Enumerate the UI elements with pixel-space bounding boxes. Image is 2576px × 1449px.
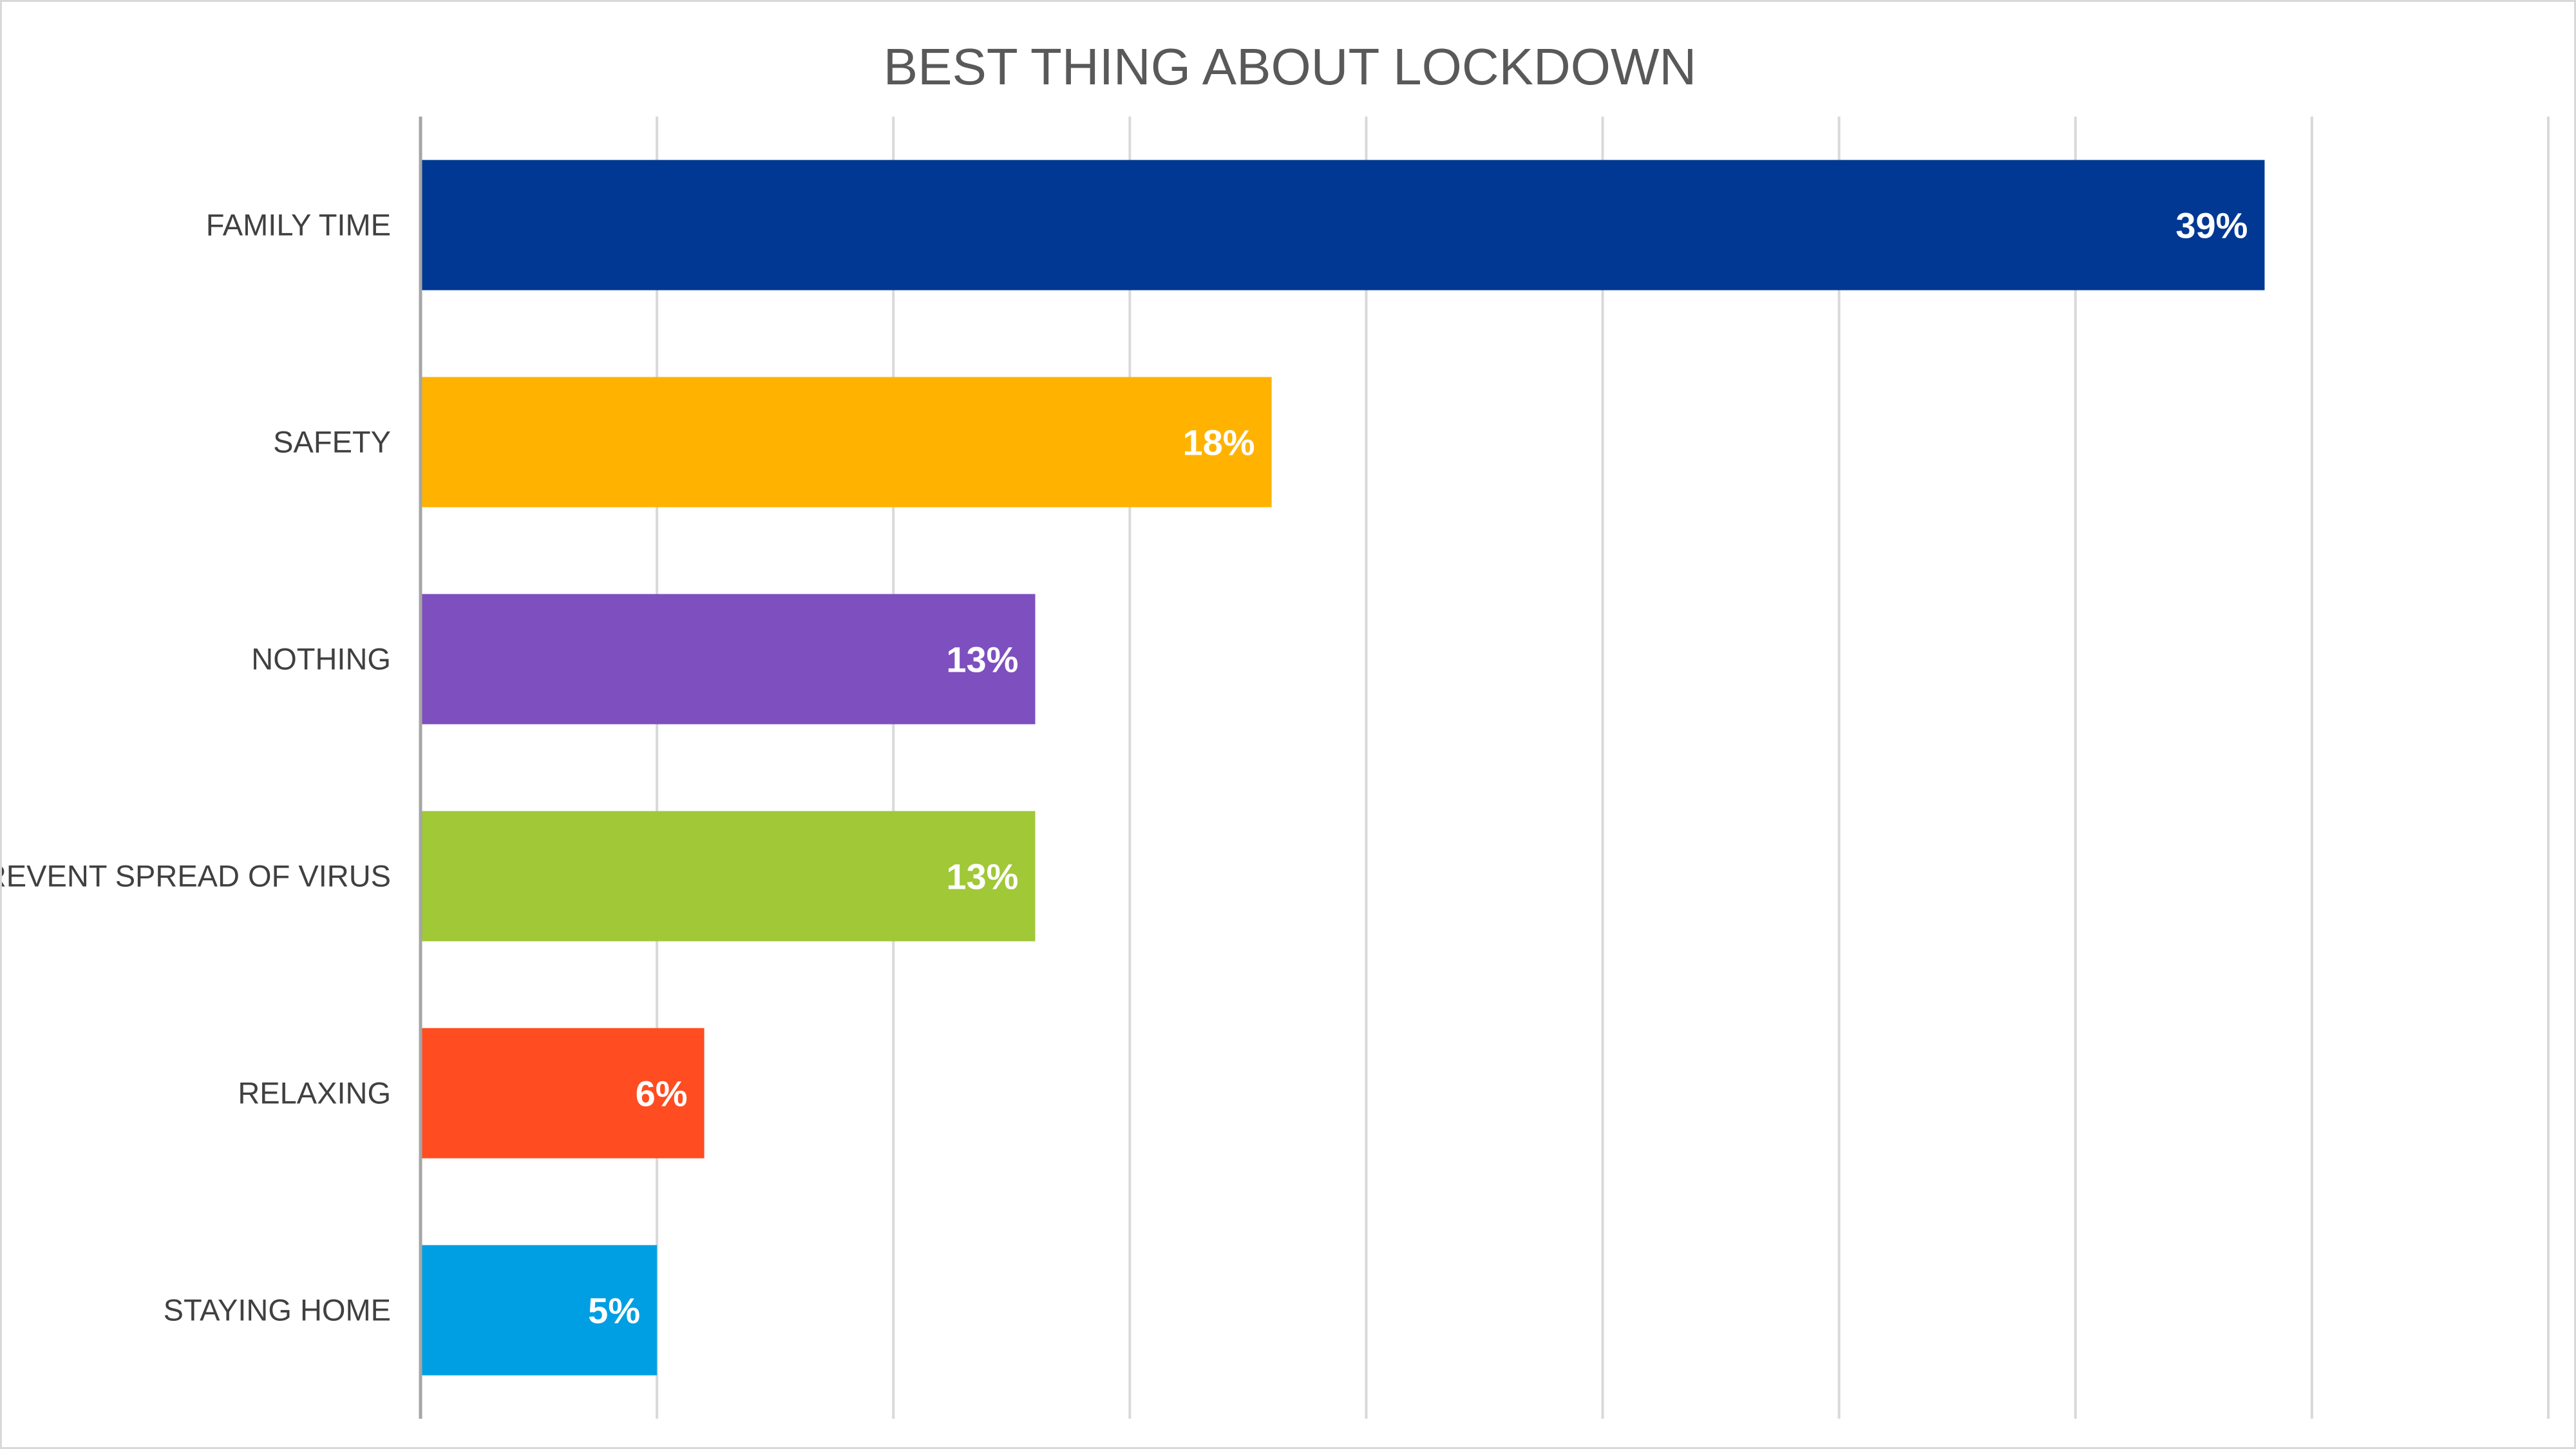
bar xyxy=(421,594,1036,724)
data-label: 39% xyxy=(2175,205,2248,246)
category-label: NOTHING xyxy=(251,642,391,676)
data-label: 18% xyxy=(1183,422,1255,463)
bar xyxy=(421,160,2265,290)
bar xyxy=(421,1028,705,1159)
category-label: RELAXING xyxy=(238,1076,391,1110)
data-label: 13% xyxy=(946,639,1018,680)
data-label: 5% xyxy=(588,1291,640,1331)
category-label: PREVENT SPREAD OF VIRUS xyxy=(2,859,391,893)
category-label: SAFETY xyxy=(273,425,391,459)
bar xyxy=(421,811,1036,942)
data-label: 13% xyxy=(946,857,1018,897)
category-label: FAMILY TIME xyxy=(206,208,391,242)
data-label: 6% xyxy=(636,1074,688,1114)
category-label: STAYING HOME xyxy=(164,1293,391,1327)
category-labels: FAMILY TIME SAFETY NOTHING PREVENT SPREAD O… xyxy=(2,208,391,1327)
chart-title: BEST THING ABOUT LOCKDOWN xyxy=(884,38,1696,95)
bars: 39% 18% 13% 13% 6% 5% xyxy=(421,160,2265,1376)
bar xyxy=(421,377,1272,507)
gridlines xyxy=(656,117,2550,1419)
bar xyxy=(421,1245,658,1376)
